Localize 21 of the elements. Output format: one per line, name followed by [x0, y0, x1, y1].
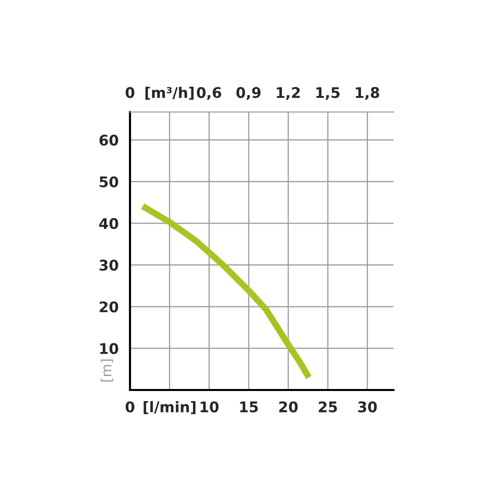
x-tick-label: 10: [200, 401, 219, 412]
x-tick-label: [l/min]: [144, 401, 196, 414]
x2-tick-label: 0: [126, 87, 134, 98]
y-tick-label: 40: [99, 218, 118, 230]
x2-tick-label: 0,6: [196, 87, 222, 100]
x2-tick-label: 1,8: [356, 87, 380, 100]
y-axis-title: [m]: [100, 360, 114, 382]
x2-tick-label: [m³/h]: [145, 86, 194, 100]
y-tick-label: 50: [100, 176, 118, 188]
x2-tick-label: 1,5: [316, 87, 340, 100]
y-tick-label: 10: [100, 343, 118, 354]
y-tick-label: 60: [100, 134, 118, 146]
x-tick-label: 0: [126, 401, 134, 412]
y-tick-label: 20: [100, 301, 118, 312]
x-tick-label: 15: [240, 402, 258, 412]
x-tick-label: 30: [358, 401, 377, 412]
x-tick-label: 25: [318, 401, 337, 412]
x-tick-label: 20: [279, 401, 298, 412]
x2-tick-label: 0,9: [236, 87, 261, 100]
x2-tick-label: 1,2: [276, 87, 300, 100]
y-tick-label: 30: [100, 260, 118, 271]
